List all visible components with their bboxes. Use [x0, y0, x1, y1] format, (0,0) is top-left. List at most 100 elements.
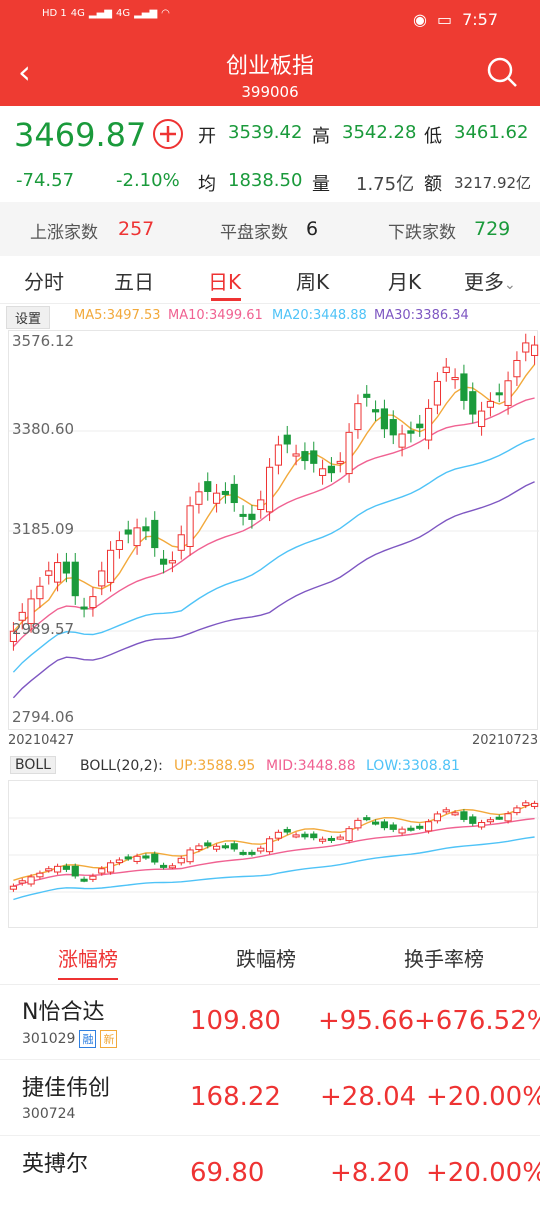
network-label: 4G: [70, 8, 85, 19]
candle-body: [257, 499, 265, 511]
stock-change-pct: +20.00%: [426, 1082, 540, 1112]
back-icon[interactable]: ‹: [18, 53, 31, 91]
candle-body: [106, 862, 115, 873]
boll-up: UP:3588.95: [174, 758, 256, 774]
candle-body: [495, 392, 503, 396]
candle-body: [195, 845, 203, 851]
boll-low: LOW:3308.81: [366, 758, 460, 774]
candle-body: [301, 833, 309, 838]
candle-body: [363, 817, 371, 821]
candle-body: [186, 849, 194, 863]
list-item[interactable]: N怡合达 301029 融新 109.80 +95.66 +676.52%: [0, 984, 540, 1060]
change-pct: -2.10%: [116, 170, 180, 191]
y-tick: 3185.09: [12, 520, 75, 538]
candle-body: [283, 434, 291, 445]
ma5-value: MA5:3497.53: [74, 308, 161, 323]
stock-code-line: 301029 融新: [22, 1030, 118, 1048]
down-count-label: 下跌家数: [388, 223, 456, 243]
candle-body: [151, 853, 159, 863]
avg-value: 1838.50: [228, 170, 303, 191]
candle-body: [398, 828, 406, 834]
candle-body: [530, 344, 539, 356]
open-value: 3539.42: [228, 122, 303, 143]
candle-body: [230, 843, 238, 850]
settings-button[interactable]: 设置: [6, 306, 51, 329]
boll-selector[interactable]: BOLL: [10, 756, 56, 774]
candle-body: [53, 865, 62, 873]
candle-body: [62, 561, 71, 574]
candle-body: [151, 519, 159, 549]
candle-body: [80, 878, 88, 882]
tab-losers[interactable]: 跌幅榜: [236, 947, 296, 971]
candle-body: [283, 828, 291, 833]
tab-more[interactable]: 更多⌄: [464, 266, 516, 295]
open-label: 开: [198, 126, 216, 147]
period-tabs: 分时 五日 日K 周K 月K 更多⌄: [0, 256, 540, 304]
candle-body: [274, 444, 283, 466]
battery-icon: ▭: [436, 10, 453, 29]
average-line: [13, 836, 535, 901]
candle-body: [398, 433, 406, 448]
candle-body: [318, 468, 327, 476]
change-value: -74.57: [16, 170, 75, 191]
candle-body: [212, 492, 221, 504]
candle-body: [204, 842, 212, 847]
up-count-label: 上涨家数: [30, 223, 98, 243]
candle-body: [442, 809, 450, 813]
candle-body: [327, 465, 336, 474]
search-icon[interactable]: [486, 56, 518, 88]
ma30-value: MA30:3386.34: [374, 308, 469, 323]
tab-intraday[interactable]: 分时: [24, 270, 64, 294]
header-bar: HD 1 4G ▂▄▆ 4G ▂▄▆ ◠ ◉ ▭ 7:57 ‹ 创业板指 399…: [0, 0, 540, 106]
volume-label: 量: [312, 174, 330, 195]
candle-body: [106, 549, 115, 583]
candle-body: [469, 391, 477, 415]
down-count: 729: [474, 218, 511, 240]
stock-name: N怡合达: [22, 1000, 105, 1025]
candle-body: [115, 859, 124, 864]
candle-body: [371, 409, 380, 413]
tab-underline: [211, 298, 241, 301]
candle-body: [159, 558, 168, 565]
candle-body: [248, 851, 256, 855]
tab-daily-k[interactable]: 日K: [208, 270, 242, 294]
candle-body: [53, 562, 62, 583]
list-item[interactable]: 捷佳伟创 300724 168.22 +28.04 +20.00%: [0, 1060, 540, 1136]
wifi-icon: ◠: [161, 8, 170, 19]
candle-body: [389, 824, 397, 830]
tab-gainers[interactable]: 涨幅榜: [58, 947, 118, 971]
candle-body: [133, 855, 141, 862]
boll-chart[interactable]: [8, 780, 539, 928]
tab-turnover[interactable]: 换手率榜: [404, 947, 484, 971]
ma-legend: 设置 MA5:3497.53 MA10:3499.61 MA20:3448.88…: [0, 306, 540, 329]
candle-body: [301, 451, 309, 462]
amount-label: 额: [424, 174, 442, 195]
add-watchlist-icon[interactable]: [152, 118, 184, 150]
kline-chart[interactable]: [8, 330, 539, 730]
candle-body: [469, 816, 477, 824]
list-item[interactable]: 英搏尔 69.80 +8.20 +20.00%: [0, 1136, 540, 1212]
stock-code: 301029: [22, 1031, 76, 1047]
tab-more-label: 更多: [464, 270, 504, 294]
average-line: [12, 481, 535, 699]
index-code: 399006: [241, 83, 299, 101]
candle-body: [371, 821, 380, 825]
candle-body: [186, 505, 194, 547]
candle-body: [424, 407, 433, 441]
candle-body: [115, 540, 124, 550]
candle-body: [522, 342, 530, 353]
candle-body: [354, 403, 362, 431]
candle-body: [380, 821, 389, 829]
tab-monthly-k[interactable]: 月K: [388, 270, 422, 294]
breadth-row: 上涨家数 257 平盘家数 6 下跌家数 729: [0, 202, 540, 256]
candle-body: [318, 838, 327, 842]
y-tick: 3576.12: [12, 332, 75, 350]
tab-five-day[interactable]: 五日: [114, 270, 154, 294]
average-line: [12, 437, 535, 673]
tab-weekly-k[interactable]: 周K: [296, 270, 330, 294]
candle-body: [477, 410, 486, 428]
candle-body: [221, 845, 230, 849]
chevron-down-icon: ⌄: [504, 277, 516, 293]
y-tick: 2794.06: [12, 708, 75, 726]
candle-body: [336, 460, 344, 464]
